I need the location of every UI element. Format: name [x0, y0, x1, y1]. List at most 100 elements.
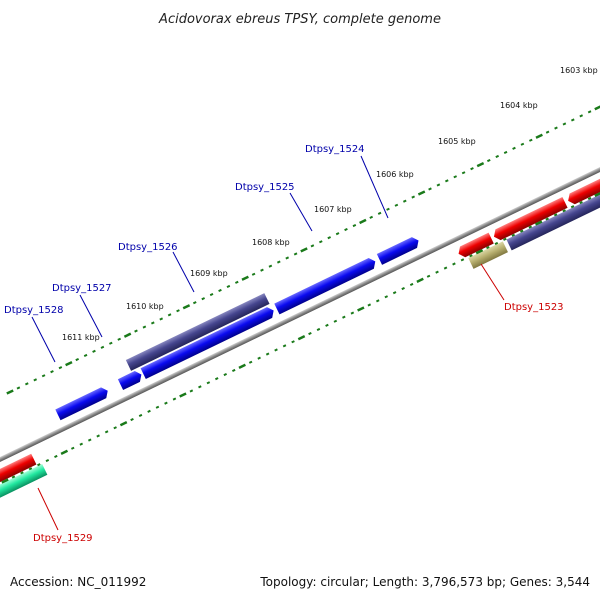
scale-tick	[579, 114, 584, 118]
scale-tick	[316, 327, 321, 332]
callout-line-1529	[37, 487, 59, 531]
scale-tick	[318, 240, 323, 244]
scale-tick	[562, 122, 567, 126]
scale-tick	[147, 409, 151, 413]
scale-tick	[476, 161, 485, 168]
callout-line-1528	[31, 316, 56, 363]
scale-label-1611: 1611 kbp	[62, 333, 100, 342]
scale-tick	[409, 282, 414, 287]
gene-label-dtpsy-1527[interactable]: Dtpsy_1527	[52, 283, 112, 294]
scale-tick	[238, 363, 246, 370]
scale-tick	[276, 260, 281, 264]
gene-dtpsy-1525[interactable]	[274, 256, 378, 315]
scale-tick	[417, 190, 426, 196]
scale-tick	[327, 236, 332, 240]
scale-tick	[554, 126, 558, 130]
scale-tick	[24, 382, 29, 386]
gene-navy-reverse[interactable]	[506, 148, 600, 251]
scale-tick	[325, 323, 329, 327]
scale-tick	[274, 348, 278, 352]
gene-label-dtpsy-1526[interactable]: Dtpsy_1526	[118, 242, 178, 253]
scale-tick	[384, 295, 389, 299]
scale-tick	[545, 217, 549, 221]
scale-tick	[70, 446, 75, 450]
scale-tick	[428, 187, 432, 191]
scale-label-1605: 1605 kbp	[438, 137, 476, 146]
scale-tick	[594, 191, 600, 198]
scale-tick	[11, 475, 16, 479]
scale-tick	[37, 463, 41, 467]
scale-tick	[392, 291, 397, 295]
backbone	[0, 31, 600, 471]
scale-tick	[45, 458, 50, 463]
gene-label-dtpsy-1529[interactable]: Dtpsy_1529	[33, 533, 93, 544]
gene-red-reverse-a[interactable]	[491, 196, 568, 242]
scale-tick	[367, 303, 372, 307]
gene-dtpsy-1528[interactable]	[55, 385, 110, 421]
scale-tick	[100, 345, 105, 349]
scale-tick	[333, 319, 338, 323]
scale-tick	[357, 306, 365, 312]
callout-line-1527	[79, 294, 103, 338]
scale-tick	[453, 175, 458, 179]
gene-red-reverse-b[interactable]	[566, 136, 600, 206]
scale-tick	[150, 321, 155, 325]
scale-tick	[308, 331, 312, 336]
gene-dtpsy-1526[interactable]	[140, 305, 277, 380]
gene-dtpsy-1524[interactable]	[376, 235, 421, 265]
scale-tick	[579, 200, 583, 205]
gene-dtpsy-1523[interactable]	[456, 232, 494, 260]
scale-tick	[528, 138, 533, 142]
scale-tick	[411, 195, 416, 199]
scale-tick	[265, 352, 270, 356]
scale-tick	[201, 297, 206, 301]
scale-tick	[50, 370, 54, 374]
scale-tick	[512, 146, 516, 150]
scale-tick	[344, 227, 348, 232]
scale-tick	[176, 309, 180, 313]
scale-tick	[503, 150, 508, 155]
scale-tick	[189, 389, 194, 393]
scale-tick	[587, 110, 592, 114]
gene-dtpsy-1529[interactable]	[0, 453, 37, 487]
gene-dtpsy-1527[interactable]	[117, 369, 144, 390]
gene-label-dtpsy-1528[interactable]: Dtpsy_1528	[4, 305, 64, 316]
map-title: Acidovorax ebreus TPSY, complete genome	[158, 12, 441, 27]
callout-line-1523	[480, 263, 505, 301]
gene-callouts: Dtpsy_1524 Dtpsy_1525 Dtpsy_1526 Dtpsy_1…	[4, 144, 564, 544]
scale-tick	[113, 426, 117, 430]
scale-tick	[416, 277, 424, 284]
gene-label-dtpsy-1524[interactable]: Dtpsy_1524	[305, 144, 365, 155]
scale-tick	[435, 270, 439, 274]
scale-tick	[198, 385, 202, 389]
gene-teal-reverse[interactable]	[0, 464, 48, 500]
scale-tick	[350, 311, 355, 315]
scale-tick	[226, 284, 231, 289]
scale-tick	[401, 286, 405, 291]
gene-label-dtpsy-1525[interactable]: Dtpsy_1525	[235, 182, 295, 193]
scale-tick	[58, 366, 63, 370]
scale-tick	[241, 275, 249, 281]
lower-scale-ticks	[1, 191, 600, 484]
gene-label-dtpsy-1523[interactable]: Dtpsy_1523	[504, 302, 564, 313]
genome-backbone	[0, 31, 600, 471]
scale-tick	[54, 454, 58, 459]
scale-tick	[33, 378, 38, 382]
scale-tick	[461, 171, 466, 175]
scale-tick	[300, 247, 308, 253]
scale-tick	[257, 356, 261, 360]
reverse-strand-genes	[0, 136, 600, 500]
upper-scale-ticks	[6, 105, 600, 395]
scale-tick	[443, 266, 448, 270]
gene-olive-reverse[interactable]	[468, 241, 508, 269]
gene-navy-forward[interactable]	[125, 293, 270, 371]
scale-tick	[182, 304, 191, 310]
scale-tick	[214, 377, 219, 381]
scale-tick	[553, 213, 558, 217]
forward-strand-genes	[55, 235, 421, 421]
scale-tick	[104, 430, 109, 434]
scale-tick	[469, 254, 473, 258]
scale-tick	[75, 357, 80, 362]
